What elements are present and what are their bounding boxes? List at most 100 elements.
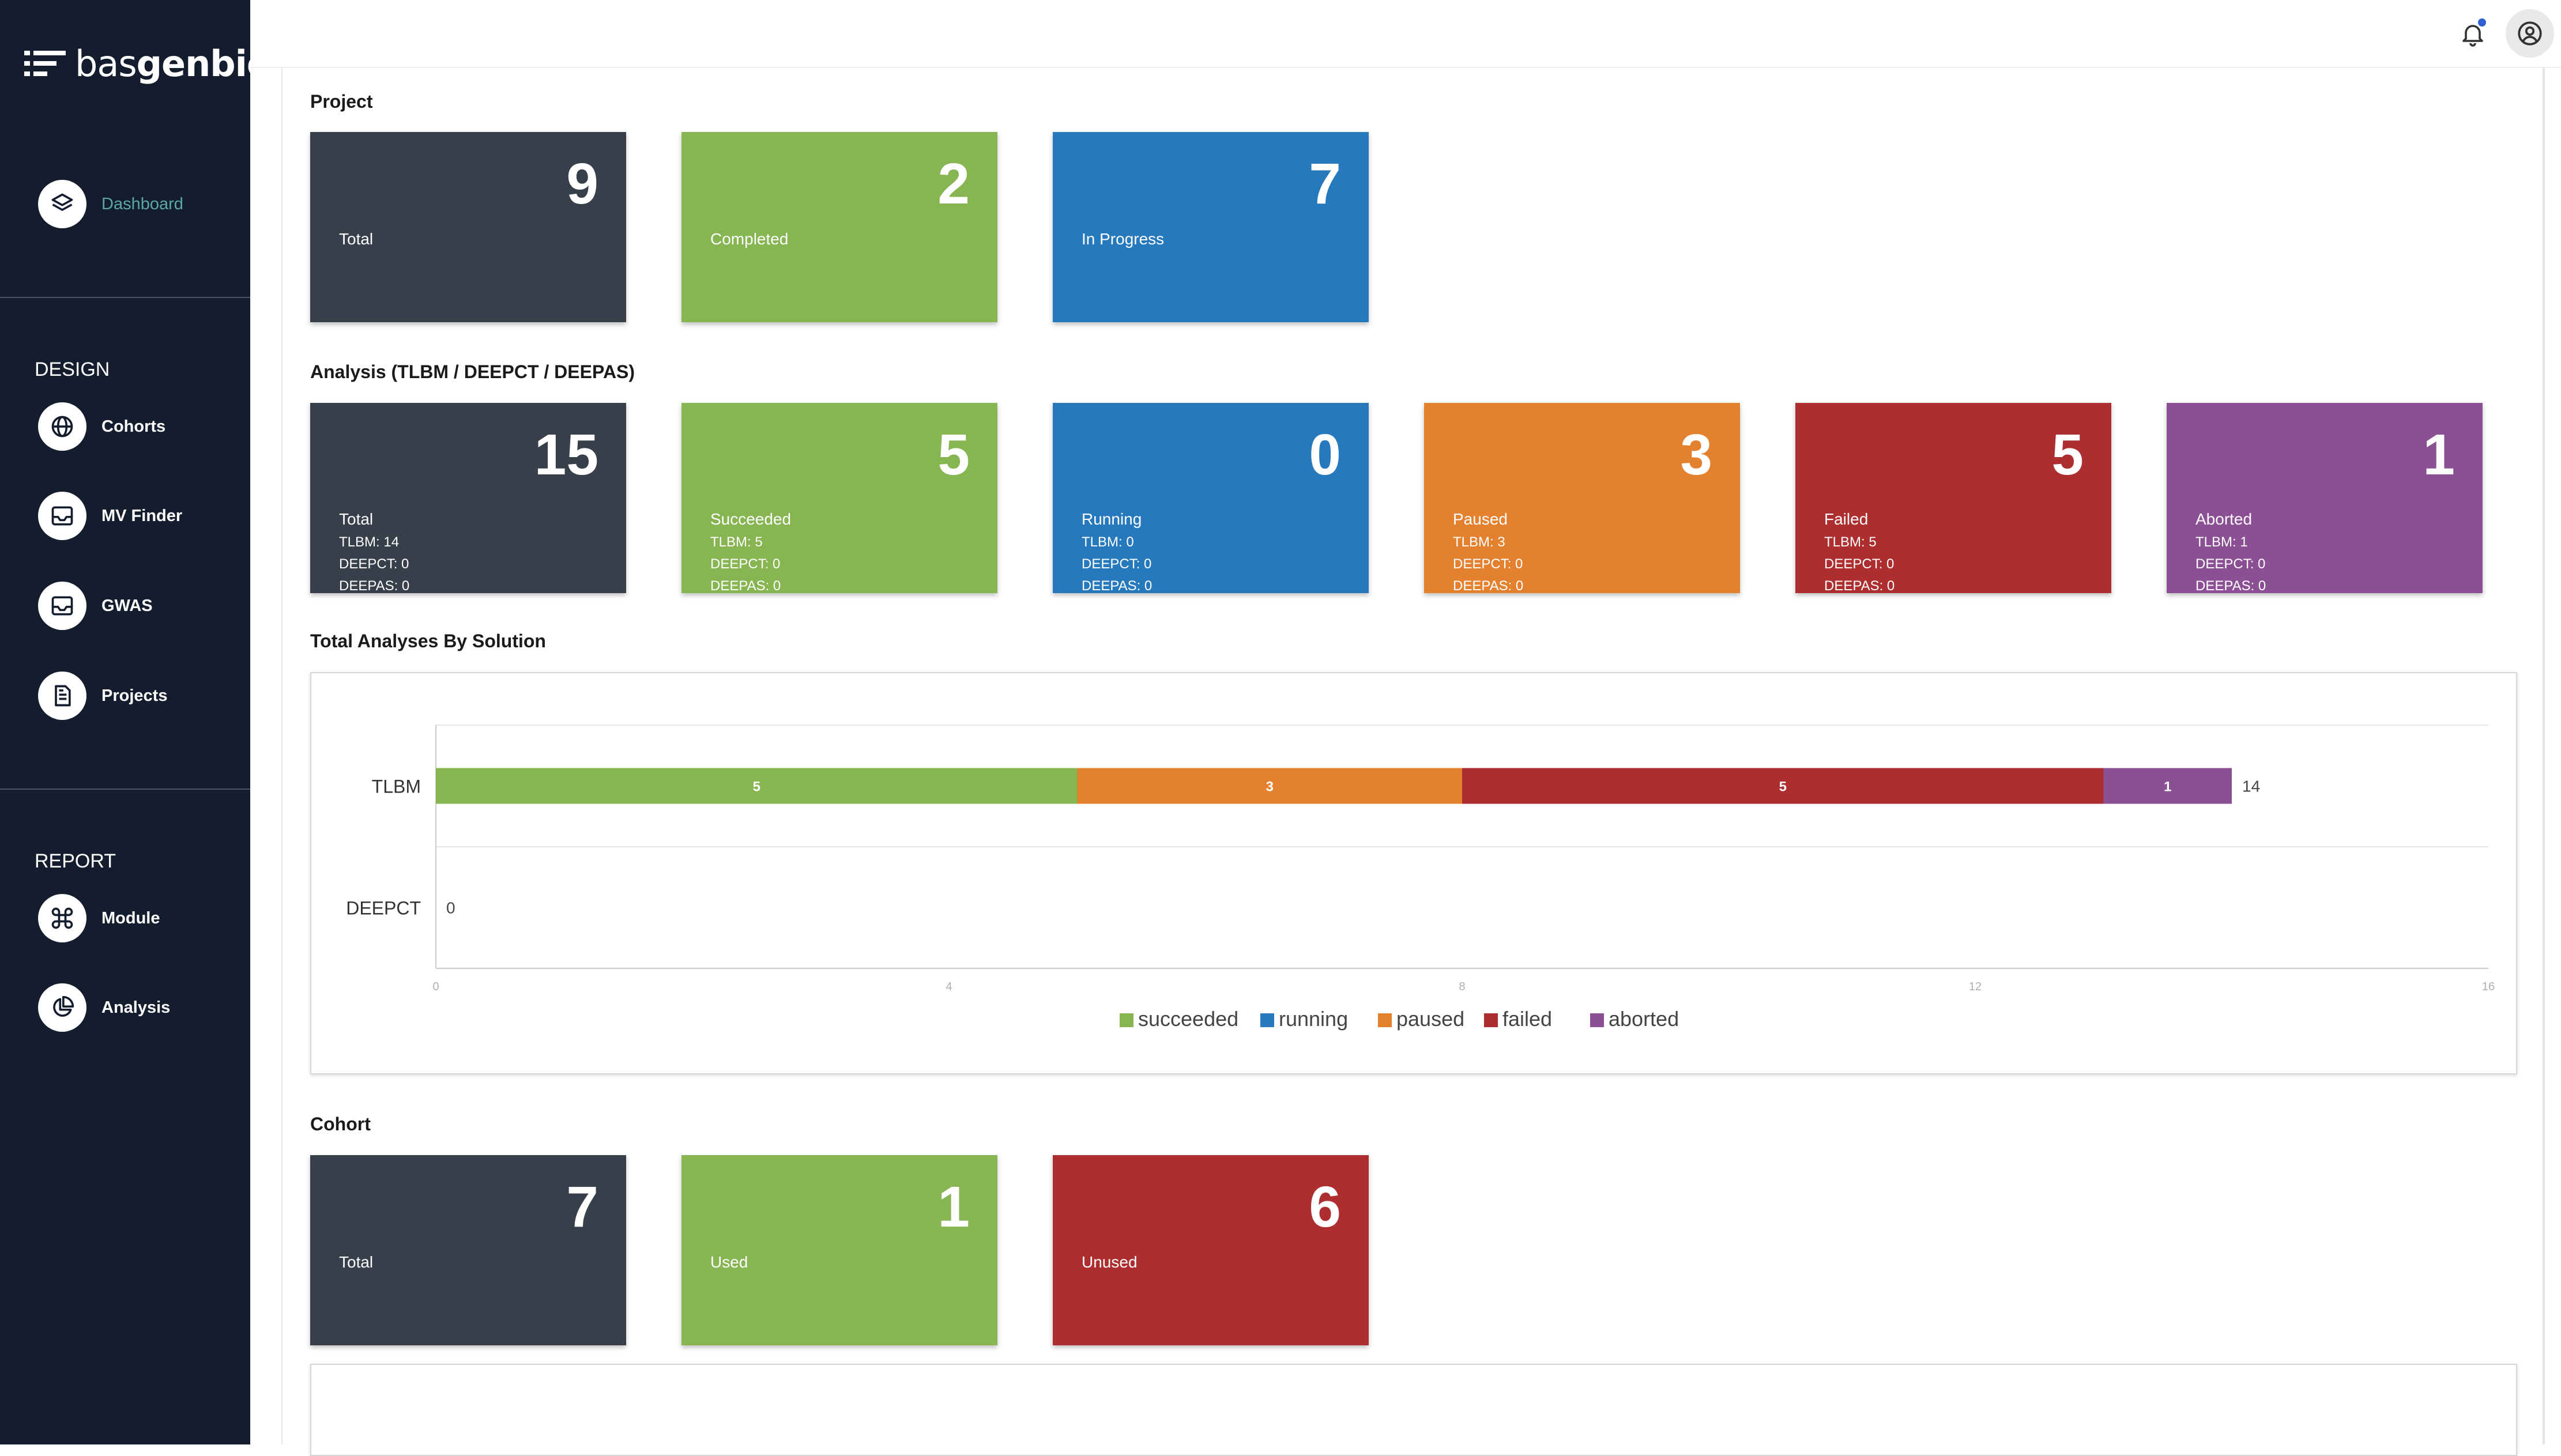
sidebar-item-mv-finder[interactable]: MV Finder [38,492,182,540]
scrollbar[interactable] [2543,68,2545,1444]
bar-segment-paused [1077,768,1462,804]
card-deepas-count: DEEPAS: 0 [339,578,410,594]
sidebar: basgenbio Dashboard DESIGN Cohorts MV Fi… [0,0,271,1444]
x-tick-label: 4 [946,980,952,993]
user-account-button[interactable] [2506,9,2554,58]
card-tlbm-count: TLBM: 5 [1824,534,1877,550]
bar-value-label: 3 [1266,779,1274,795]
card-label: Total [339,510,374,528]
notification-button[interactable] [2453,14,2493,54]
command-icon [38,894,86,942]
globe-icon [38,402,86,451]
y-category-label: TLBM [372,776,421,797]
sidebar-item-label: Module [101,908,160,927]
card-deepct-count: DEEPCT: 0 [1824,556,1895,572]
card-label: Aborted [2195,510,2253,528]
card-value: 3 [1680,423,1712,487]
bar-total-label: 0 [446,899,455,917]
sidebar-item-analysis[interactable]: Analysis [38,983,170,1032]
card-deepas-count: DEEPAS: 0 [1082,578,1153,594]
card-deepas-count: DEEPAS: 0 [1824,578,1895,594]
top-bar [250,0,2561,68]
project-total-card[interactable]: 9 Total [310,132,626,322]
sidebar-item-module[interactable]: Module [38,894,160,942]
bar-segment-succeeded [436,768,1078,804]
inbox-icon [38,492,86,540]
legend-label: paused [1396,1007,1464,1031]
card-deepas-count: DEEPAS: 0 [2195,578,2266,594]
x-tick-label: 12 [1969,980,1982,993]
analysis-running-card[interactable]: 0 Running TLBM: 0 DEEPCT: 0 DEEPAS: 0 [1053,403,1369,594]
card-label: Paused [1453,510,1508,528]
card-value: 5 [937,423,970,487]
card-value: 9 [566,152,598,216]
card-value: 7 [566,1175,598,1239]
card-label: Completed [710,230,789,248]
sidebar-item-label: GWAS [101,596,153,615]
bar-segment-aborted [2103,768,2232,804]
sidebar-item-gwas[interactable]: GWAS [38,582,153,630]
analysis-aborted-card[interactable]: 1 Aborted TLBM: 1 DEEPCT: 0 DEEPAS: 0 [2167,403,2483,594]
card-tlbm-count: TLBM: 1 [2195,534,2248,550]
y-category-label: DEEPCT [346,898,421,919]
bar-value-label: 1 [2164,779,2171,795]
analysis-succeeded-card[interactable]: 5 Succeeded TLBM: 5 DEEPCT: 0 DEEPAS: 0 [681,403,997,594]
card-deepct-count: DEEPCT: 0 [1453,556,1523,572]
legend-swatch-failed [1484,1013,1498,1027]
sidebar-divider [0,297,250,298]
legend-swatch-succeeded [1120,1013,1133,1027]
pie-chart-icon [38,983,86,1032]
analysis-paused-card[interactable]: 3 Paused TLBM: 3 DEEPCT: 0 DEEPAS: 0 [1424,403,1740,594]
logo-text: basgenbio [75,43,272,85]
project-in-progress-card[interactable]: 7 In Progress [1053,132,1369,322]
bar-value-label: 5 [753,779,760,795]
card-value: 1 [937,1175,970,1239]
card-tlbm-count: TLBM: 0 [1082,534,1134,550]
card-deepas-count: DEEPAS: 0 [710,578,781,594]
legend-label: running [1279,1007,1348,1031]
bar-total-label: 14 [2242,778,2260,795]
sidebar-divider [0,789,250,790]
card-label: Running [1082,510,1142,528]
x-tick-label: 0 [432,980,439,993]
card-value: 15 [534,423,598,487]
card-deepct-count: DEEPCT: 0 [2195,556,2266,572]
logo-text-light: bas [75,43,137,85]
sidebar-item-label: Analysis [101,998,171,1017]
card-value: 5 [2051,423,2084,487]
logo[interactable]: basgenbio [24,43,272,85]
logo-text-bold: genbio [136,43,272,85]
sidebar-item-projects[interactable]: Projects [38,672,167,720]
legend-label: failed [1502,1007,1552,1031]
sidebar-item-label: MV Finder [101,506,183,525]
analyses-by-solution-chart-panel: 0 4 8 12 16 TLBM 5 3 5 1 14 DEEPCT 0 succeeded running… [310,672,2517,1074]
card-tlbm-count: TLBM: 5 [710,534,763,550]
card-tlbm-count: TLBM: 14 [339,534,400,550]
cohort-total-card[interactable]: 7 Total [310,1155,626,1345]
legend-swatch-paused [1378,1013,1392,1027]
x-tick-label: 16 [2482,980,2495,993]
card-label: Failed [1824,510,1869,528]
card-value: 1 [2423,423,2455,487]
sidebar-item-label: Dashboard [101,194,183,213]
project-completed-card[interactable]: 2 Completed [681,132,997,322]
legend-label: aborted [1609,1007,1679,1031]
card-label: Succeeded [710,510,792,528]
sidebar-item-label: Cohorts [101,417,166,436]
card-tlbm-count: TLBM: 3 [1453,534,1505,550]
sidebar-item-dashboard[interactable]: Dashboard [38,180,183,228]
cohort-chart-panel [310,1364,2517,1456]
analysis-total-card[interactable]: 15 Total TLBM: 14 DEEPCT: 0 DEEPAS: 0 [310,403,626,594]
card-value: 6 [1309,1175,1341,1239]
card-deepct-count: DEEPCT: 0 [1082,556,1152,572]
card-deepas-count: DEEPAS: 0 [1453,578,1524,594]
user-circle-icon [2518,21,2542,46]
sidebar-item-cohorts[interactable]: Cohorts [38,402,165,451]
notification-dot [2478,18,2486,27]
chart-section-title: Total Analyses By Solution [310,631,546,651]
cohort-unused-card[interactable]: 6 Unused [1053,1155,1369,1345]
cohort-used-card[interactable]: 1 Used [681,1155,997,1345]
logo-icon [24,50,66,76]
card-value: 2 [937,152,970,216]
analysis-failed-card[interactable]: 5 Failed TLBM: 5 DEEPCT: 0 DEEPAS: 0 [1795,403,2111,594]
